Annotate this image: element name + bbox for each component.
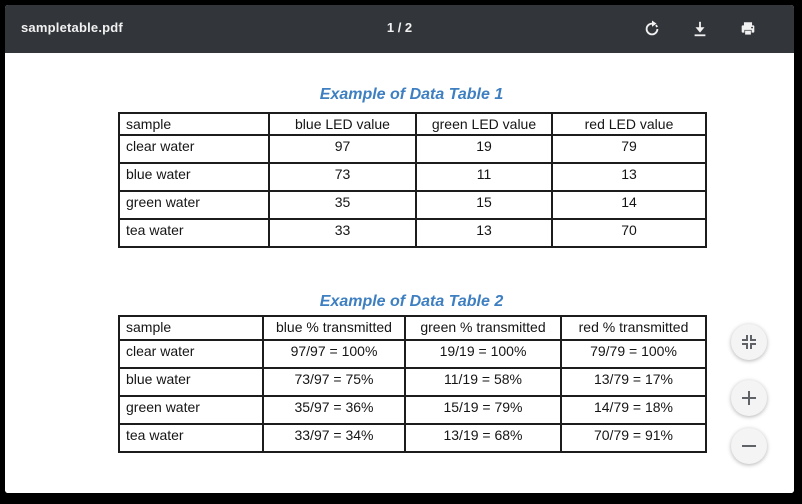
print-icon [739, 20, 757, 38]
row-label: blue water [118, 367, 264, 397]
zoom-out-button[interactable] [731, 428, 767, 464]
cell-value: 70 [551, 218, 707, 248]
cell-value: 97 [268, 134, 417, 164]
plus-icon [740, 389, 758, 407]
cell-value: 13 [551, 162, 707, 192]
header-row: sample blue % transmitted green % transmit… [118, 315, 707, 341]
pdf-viewer-window: sampletable.pdf 1 / 2 [5, 5, 794, 493]
table-row: clear water 97/97 = 100% 19/19 = 100% 79/79… [118, 339, 707, 369]
row-label: green water [118, 190, 270, 220]
cell-value: 19/19 = 100% [404, 339, 562, 369]
cell-value: 14 [551, 190, 707, 220]
download-button[interactable] [690, 19, 710, 39]
row-label: clear water [118, 134, 270, 164]
row-label: tea water [118, 218, 270, 248]
cell-value: 13/79 = 17% [560, 367, 707, 397]
cell-value: 35 [268, 190, 417, 220]
cell-value: 73 [268, 162, 417, 192]
document-filename: sampletable.pdf [21, 20, 123, 35]
pdf-page: Example of Data Table 1 sample blue LED v… [5, 53, 794, 493]
column-header: sample [118, 315, 264, 341]
table-row: blue water 73 11 13 [118, 162, 707, 192]
print-button[interactable] [738, 19, 758, 39]
download-icon [691, 20, 709, 38]
cell-value: 79/79 = 100% [560, 339, 707, 369]
fit-to-page-button[interactable] [731, 324, 767, 360]
cell-value: 35/97 = 36% [262, 395, 406, 425]
header-row: sample blue LED value green LED value red L… [118, 112, 707, 136]
fit-to-page-icon [739, 332, 759, 352]
cell-value: 11/19 = 58% [404, 367, 562, 397]
cell-value: 11 [415, 162, 553, 192]
table-row: green water 35 15 14 [118, 190, 707, 220]
data-table-2: sample blue % transmitted green % transmit… [118, 315, 707, 453]
cell-value: 15/19 = 79% [404, 395, 562, 425]
row-label: tea water [118, 423, 264, 453]
cell-value: 15 [415, 190, 553, 220]
column-header: green LED value [415, 112, 553, 136]
zoom-in-button[interactable] [731, 380, 767, 416]
column-header: red LED value [551, 112, 707, 136]
cell-value: 73/97 = 75% [262, 367, 406, 397]
cell-value: 14/79 = 18% [560, 395, 707, 425]
minus-icon [740, 437, 758, 455]
cell-value: 13 [415, 218, 553, 248]
cell-value: 33 [268, 218, 417, 248]
column-header: blue % transmitted [262, 315, 406, 341]
cell-value: 70/79 = 91% [560, 423, 707, 453]
column-header: sample [118, 112, 270, 136]
table-row: blue water 73/97 = 75% 11/19 = 58% 13/79 = … [118, 367, 707, 397]
row-label: clear water [118, 339, 264, 369]
row-label: green water [118, 395, 264, 425]
rotate-icon [643, 20, 661, 38]
table-row: tea water 33 13 70 [118, 218, 707, 248]
pdf-toolbar: sampletable.pdf 1 / 2 [5, 5, 794, 53]
cell-value: 33/97 = 34% [262, 423, 406, 453]
table-1-title: Example of Data Table 1 [319, 86, 504, 103]
table-row: clear water 97 19 79 [118, 134, 707, 164]
column-header: blue LED value [268, 112, 417, 136]
table-row: tea water 33/97 = 34% 13/19 = 68% 70/79 = 9… [118, 423, 707, 453]
cell-value: 79 [551, 134, 707, 164]
cell-value: 97/97 = 100% [262, 339, 406, 369]
table-2-title: Example of Data Table 2 [319, 293, 504, 310]
cell-value: 13/19 = 68% [404, 423, 562, 453]
cell-value: 19 [415, 134, 553, 164]
data-table-1: sample blue LED value green LED value red L… [118, 112, 707, 248]
page-indicator: 1 / 2 [386, 20, 413, 35]
rotate-button[interactable] [642, 19, 662, 39]
column-header: red % transmitted [560, 315, 707, 341]
column-header: green % transmitted [404, 315, 562, 341]
row-label: blue water [118, 162, 270, 192]
table-row: green water 35/97 = 36% 15/19 = 79% 14/79 =… [118, 395, 707, 425]
